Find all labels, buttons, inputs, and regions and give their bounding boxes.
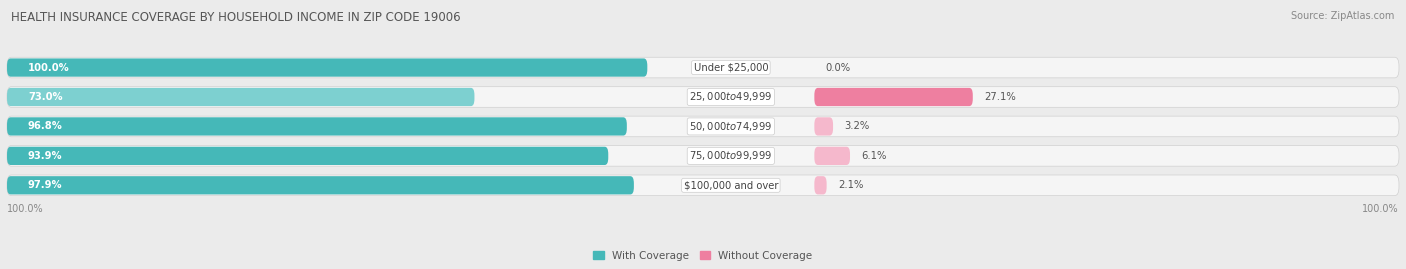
FancyBboxPatch shape [7, 117, 627, 136]
FancyBboxPatch shape [814, 88, 973, 106]
Text: 27.1%: 27.1% [984, 92, 1015, 102]
Text: 100.0%: 100.0% [1362, 204, 1399, 214]
Text: $100,000 and over: $100,000 and over [683, 180, 778, 190]
Text: 6.1%: 6.1% [860, 151, 887, 161]
Legend: With Coverage, Without Coverage: With Coverage, Without Coverage [589, 246, 817, 265]
FancyBboxPatch shape [7, 175, 1399, 196]
Text: 97.9%: 97.9% [28, 180, 62, 190]
Text: Source: ZipAtlas.com: Source: ZipAtlas.com [1291, 11, 1395, 21]
Text: Under $25,000: Under $25,000 [693, 63, 768, 73]
FancyBboxPatch shape [7, 58, 647, 77]
FancyBboxPatch shape [7, 57, 1399, 78]
FancyBboxPatch shape [7, 176, 634, 194]
FancyBboxPatch shape [7, 146, 1399, 166]
FancyBboxPatch shape [7, 147, 609, 165]
Text: 96.8%: 96.8% [28, 121, 63, 132]
Text: 100.0%: 100.0% [28, 63, 70, 73]
Text: 0.0%: 0.0% [825, 63, 851, 73]
Text: 100.0%: 100.0% [7, 204, 44, 214]
Text: HEALTH INSURANCE COVERAGE BY HOUSEHOLD INCOME IN ZIP CODE 19006: HEALTH INSURANCE COVERAGE BY HOUSEHOLD I… [11, 11, 461, 24]
FancyBboxPatch shape [814, 147, 851, 165]
Text: 3.2%: 3.2% [844, 121, 869, 132]
Text: $25,000 to $49,999: $25,000 to $49,999 [689, 90, 772, 104]
FancyBboxPatch shape [814, 117, 834, 136]
Text: 2.1%: 2.1% [838, 180, 863, 190]
Text: 93.9%: 93.9% [28, 151, 62, 161]
FancyBboxPatch shape [814, 176, 827, 194]
Text: $75,000 to $99,999: $75,000 to $99,999 [689, 149, 772, 162]
FancyBboxPatch shape [7, 87, 1399, 107]
Text: 73.0%: 73.0% [28, 92, 62, 102]
FancyBboxPatch shape [7, 116, 1399, 137]
Text: $50,000 to $74,999: $50,000 to $74,999 [689, 120, 772, 133]
FancyBboxPatch shape [7, 88, 474, 106]
